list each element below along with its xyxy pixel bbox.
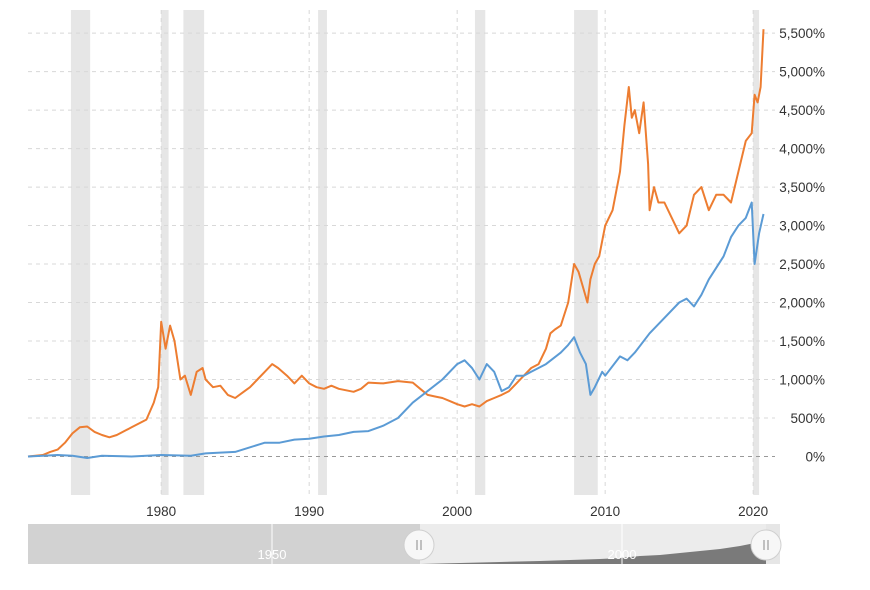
series-line-0 [27,29,765,458]
range-navigator[interactable]: 1950 2000 [28,524,782,564]
navigator-unselected-range [28,524,420,564]
navigator-label-1950: 1950 [258,547,287,562]
y-tick-label-4: 2,000% [779,296,825,311]
x-axis-ticks: 1980 1990 2000 2010 2020 [146,504,768,519]
recession-band-5 [574,10,598,495]
y-tick-label-7: 3,500% [779,180,825,195]
navigator-mini-series [420,538,766,564]
series-group [27,29,765,459]
recession-band-2 [183,10,205,495]
y-tick-label-11: 5,500% [779,26,825,41]
x-tick-label-2: 2000 [442,504,472,519]
recession-band-0 [70,10,91,495]
y-tick-label-10: 5,000% [779,65,825,80]
navigator-right-handle[interactable] [750,529,782,561]
y-tick-label-0: 0% [805,450,825,465]
x-tick-label-1: 1990 [294,504,324,519]
x-tick-label-3: 2010 [590,504,620,519]
y-axis-ticks: 0% 500% 1,000% 1,500% 2,000% 2,500% 3,000% 3,50… [779,26,825,464]
y-tick-label-5: 2,500% [779,257,825,272]
y-tick-label-2: 1,000% [779,373,825,388]
y-tick-label-6: 3,000% [779,219,825,234]
recession-band-1 [161,10,169,495]
y-tick-label-8: 4,000% [779,142,825,157]
navigator-left-handle[interactable] [403,529,435,561]
recession-band-4 [474,10,486,495]
y-tick-label-1: 500% [790,411,825,426]
y-tick-label-9: 4,500% [779,103,825,118]
recession-bands [70,10,760,495]
series-line-1 [27,201,765,459]
y-tick-label-3: 1,500% [779,334,825,349]
x-tick-label-0: 1980 [146,504,176,519]
recession-band-3 [318,10,327,495]
x-tick-label-4: 2020 [738,504,768,519]
navigator-label-2000: 2000 [608,547,637,562]
